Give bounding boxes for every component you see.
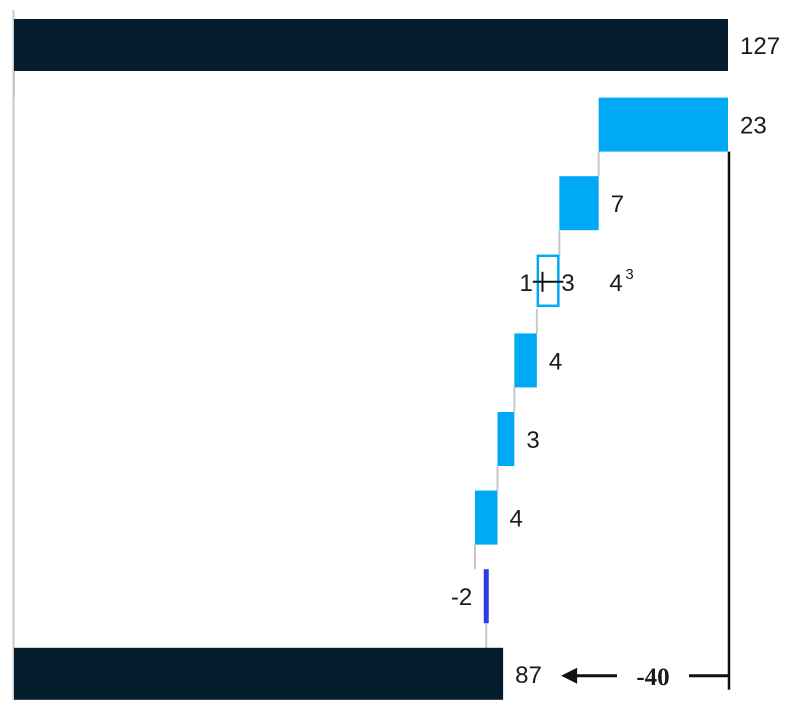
split-part-label: 3	[561, 270, 574, 297]
bar-total	[14, 648, 503, 700]
bar-total	[14, 19, 728, 71]
bar-step	[514, 333, 536, 387]
bar-step	[599, 98, 728, 152]
bar-step	[559, 176, 598, 230]
bar-value-label: 7	[611, 191, 624, 218]
bar-value-label: 4	[609, 270, 622, 297]
difference-arrow-head	[561, 668, 577, 684]
bar-step	[497, 412, 514, 466]
bar-value-label: 23	[740, 113, 767, 140]
bar-negative	[484, 569, 489, 623]
bar-value-label: 3	[526, 427, 539, 454]
bar-value-label: 127	[740, 33, 780, 60]
bar-value-label: 4	[509, 506, 522, 533]
bar-value-label: -2	[451, 584, 472, 611]
footnote-marker: 3	[625, 266, 633, 283]
split-part-label: 1	[519, 270, 532, 297]
bar-value-label: 87	[515, 662, 542, 689]
difference-label: -40	[636, 664, 669, 691]
bar-step	[475, 491, 497, 545]
bar-value-label: 4	[549, 348, 562, 375]
